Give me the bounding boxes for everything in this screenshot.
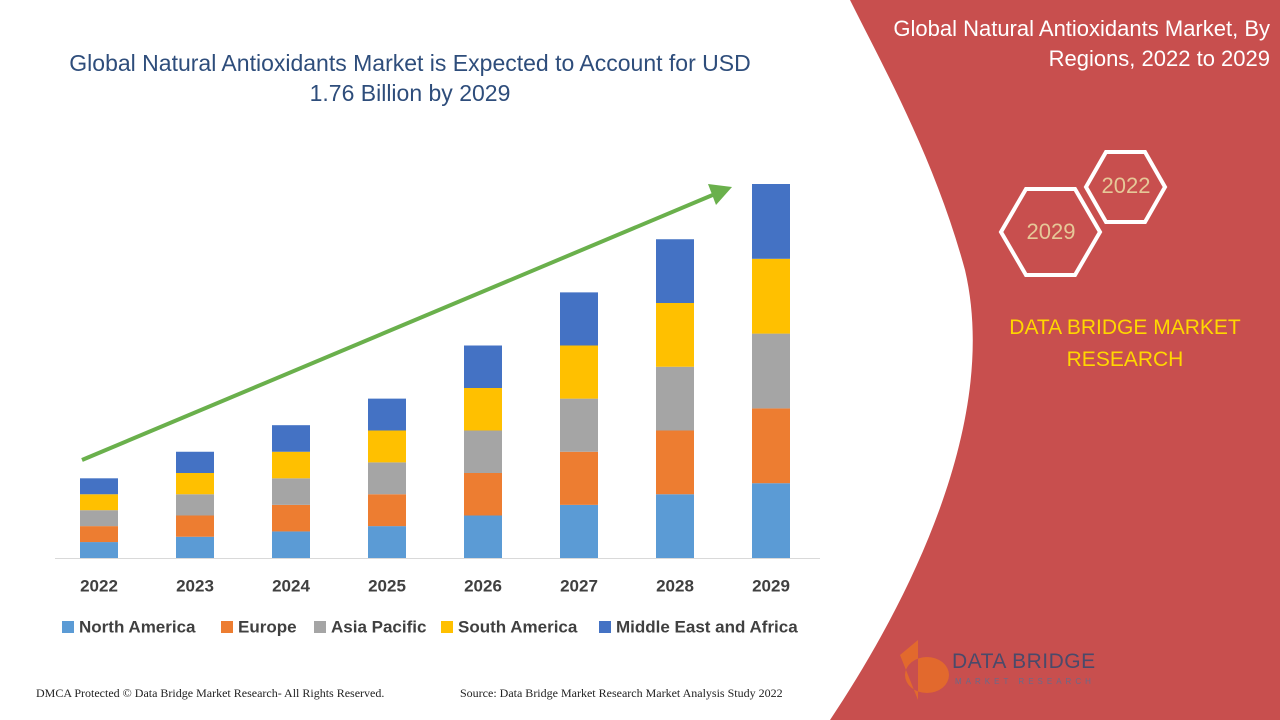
bar-segment: [272, 504, 310, 532]
bar-segment: [752, 408, 790, 484]
bar-segment: [560, 504, 598, 558]
bar-segment: [80, 542, 118, 558]
bar-segment: [176, 473, 214, 495]
x-tick-label: 2025: [368, 576, 406, 595]
legend-label: Europe: [238, 617, 297, 636]
hexagon-label: 2029: [1027, 219, 1076, 244]
logo-name: DATA BRIDGE: [952, 650, 1096, 673]
hexagon-label: 2022: [1102, 173, 1151, 198]
bar-segment: [752, 483, 790, 558]
bar-segment: [176, 536, 214, 558]
legend-swatch: [62, 621, 74, 633]
legend-label: North America: [79, 617, 196, 636]
bar-segment: [656, 366, 694, 431]
bar-segment: [368, 494, 406, 527]
x-tick-label: 2023: [176, 576, 214, 595]
bar-segment: [752, 184, 790, 259]
x-tick-label: 2027: [560, 576, 598, 595]
legend-label: South America: [458, 617, 578, 636]
bar-segment: [80, 510, 118, 527]
bar-segment: [368, 430, 406, 463]
bar-segment: [80, 494, 118, 511]
bar-segment: [272, 451, 310, 479]
legend-label: Asia Pacific: [331, 617, 426, 636]
bar-segment: [80, 478, 118, 495]
x-tick-label: 2022: [80, 576, 118, 595]
legend-swatch: [221, 621, 233, 633]
bar-segment: [464, 430, 502, 473]
panel-title: Global Natural Antioxidants Market, By R…: [893, 16, 1270, 71]
bar-segment: [368, 398, 406, 431]
bar-segment: [272, 425, 310, 452]
logo-icon: [900, 640, 949, 700]
x-tick-label: 2028: [656, 576, 694, 595]
bar-segment: [560, 345, 598, 399]
bar-segment: [464, 388, 502, 431]
bar-segment: [656, 239, 694, 303]
bar-segment: [80, 526, 118, 543]
hexagon: [1083, 150, 1168, 224]
bar-segment: [560, 398, 598, 452]
legend-swatch: [314, 621, 326, 633]
bar-segment: [656, 303, 694, 367]
bar-segment: [272, 531, 310, 558]
logo-tagline: MARKET RESEARCH: [955, 677, 1095, 686]
bar-segment: [560, 292, 598, 346]
bar-segment: [752, 333, 790, 409]
bar-segment: [560, 451, 598, 505]
bar-segment: [464, 345, 502, 388]
trend-arrow-head: [708, 184, 732, 205]
bar-segment: [464, 473, 502, 516]
bar-segment: [176, 515, 214, 537]
trend-arrow: [81, 192, 716, 462]
bar-segment: [272, 478, 310, 505]
red-panel: [830, 0, 1280, 720]
bar-segment: [176, 494, 214, 516]
source: Source: Data Bridge Market Research Mark…: [460, 686, 783, 700]
x-tick-label: 2024: [272, 576, 310, 595]
x-tick-label: 2029: [752, 576, 790, 595]
legend-swatch: [599, 621, 611, 633]
bar-segment: [176, 451, 214, 473]
bar-segment: [656, 430, 694, 495]
bar-segment: [368, 462, 406, 495]
legend-label: Middle East and Africa: [616, 617, 798, 636]
x-tick-label: 2026: [464, 576, 502, 595]
bar-segment: [752, 258, 790, 334]
bar-segment: [656, 494, 694, 558]
bar-segment: [368, 526, 406, 558]
legend-swatch: [441, 621, 453, 633]
brand: DATA BRIDGE MARKET RESEARCH: [1009, 316, 1241, 371]
hexagon: [998, 187, 1103, 277]
chart-title: Global Natural Antioxidants Market is Ex…: [69, 50, 751, 106]
copyright: DMCA Protected © Data Bridge Market Rese…: [36, 686, 385, 700]
bar-segment: [464, 515, 502, 558]
